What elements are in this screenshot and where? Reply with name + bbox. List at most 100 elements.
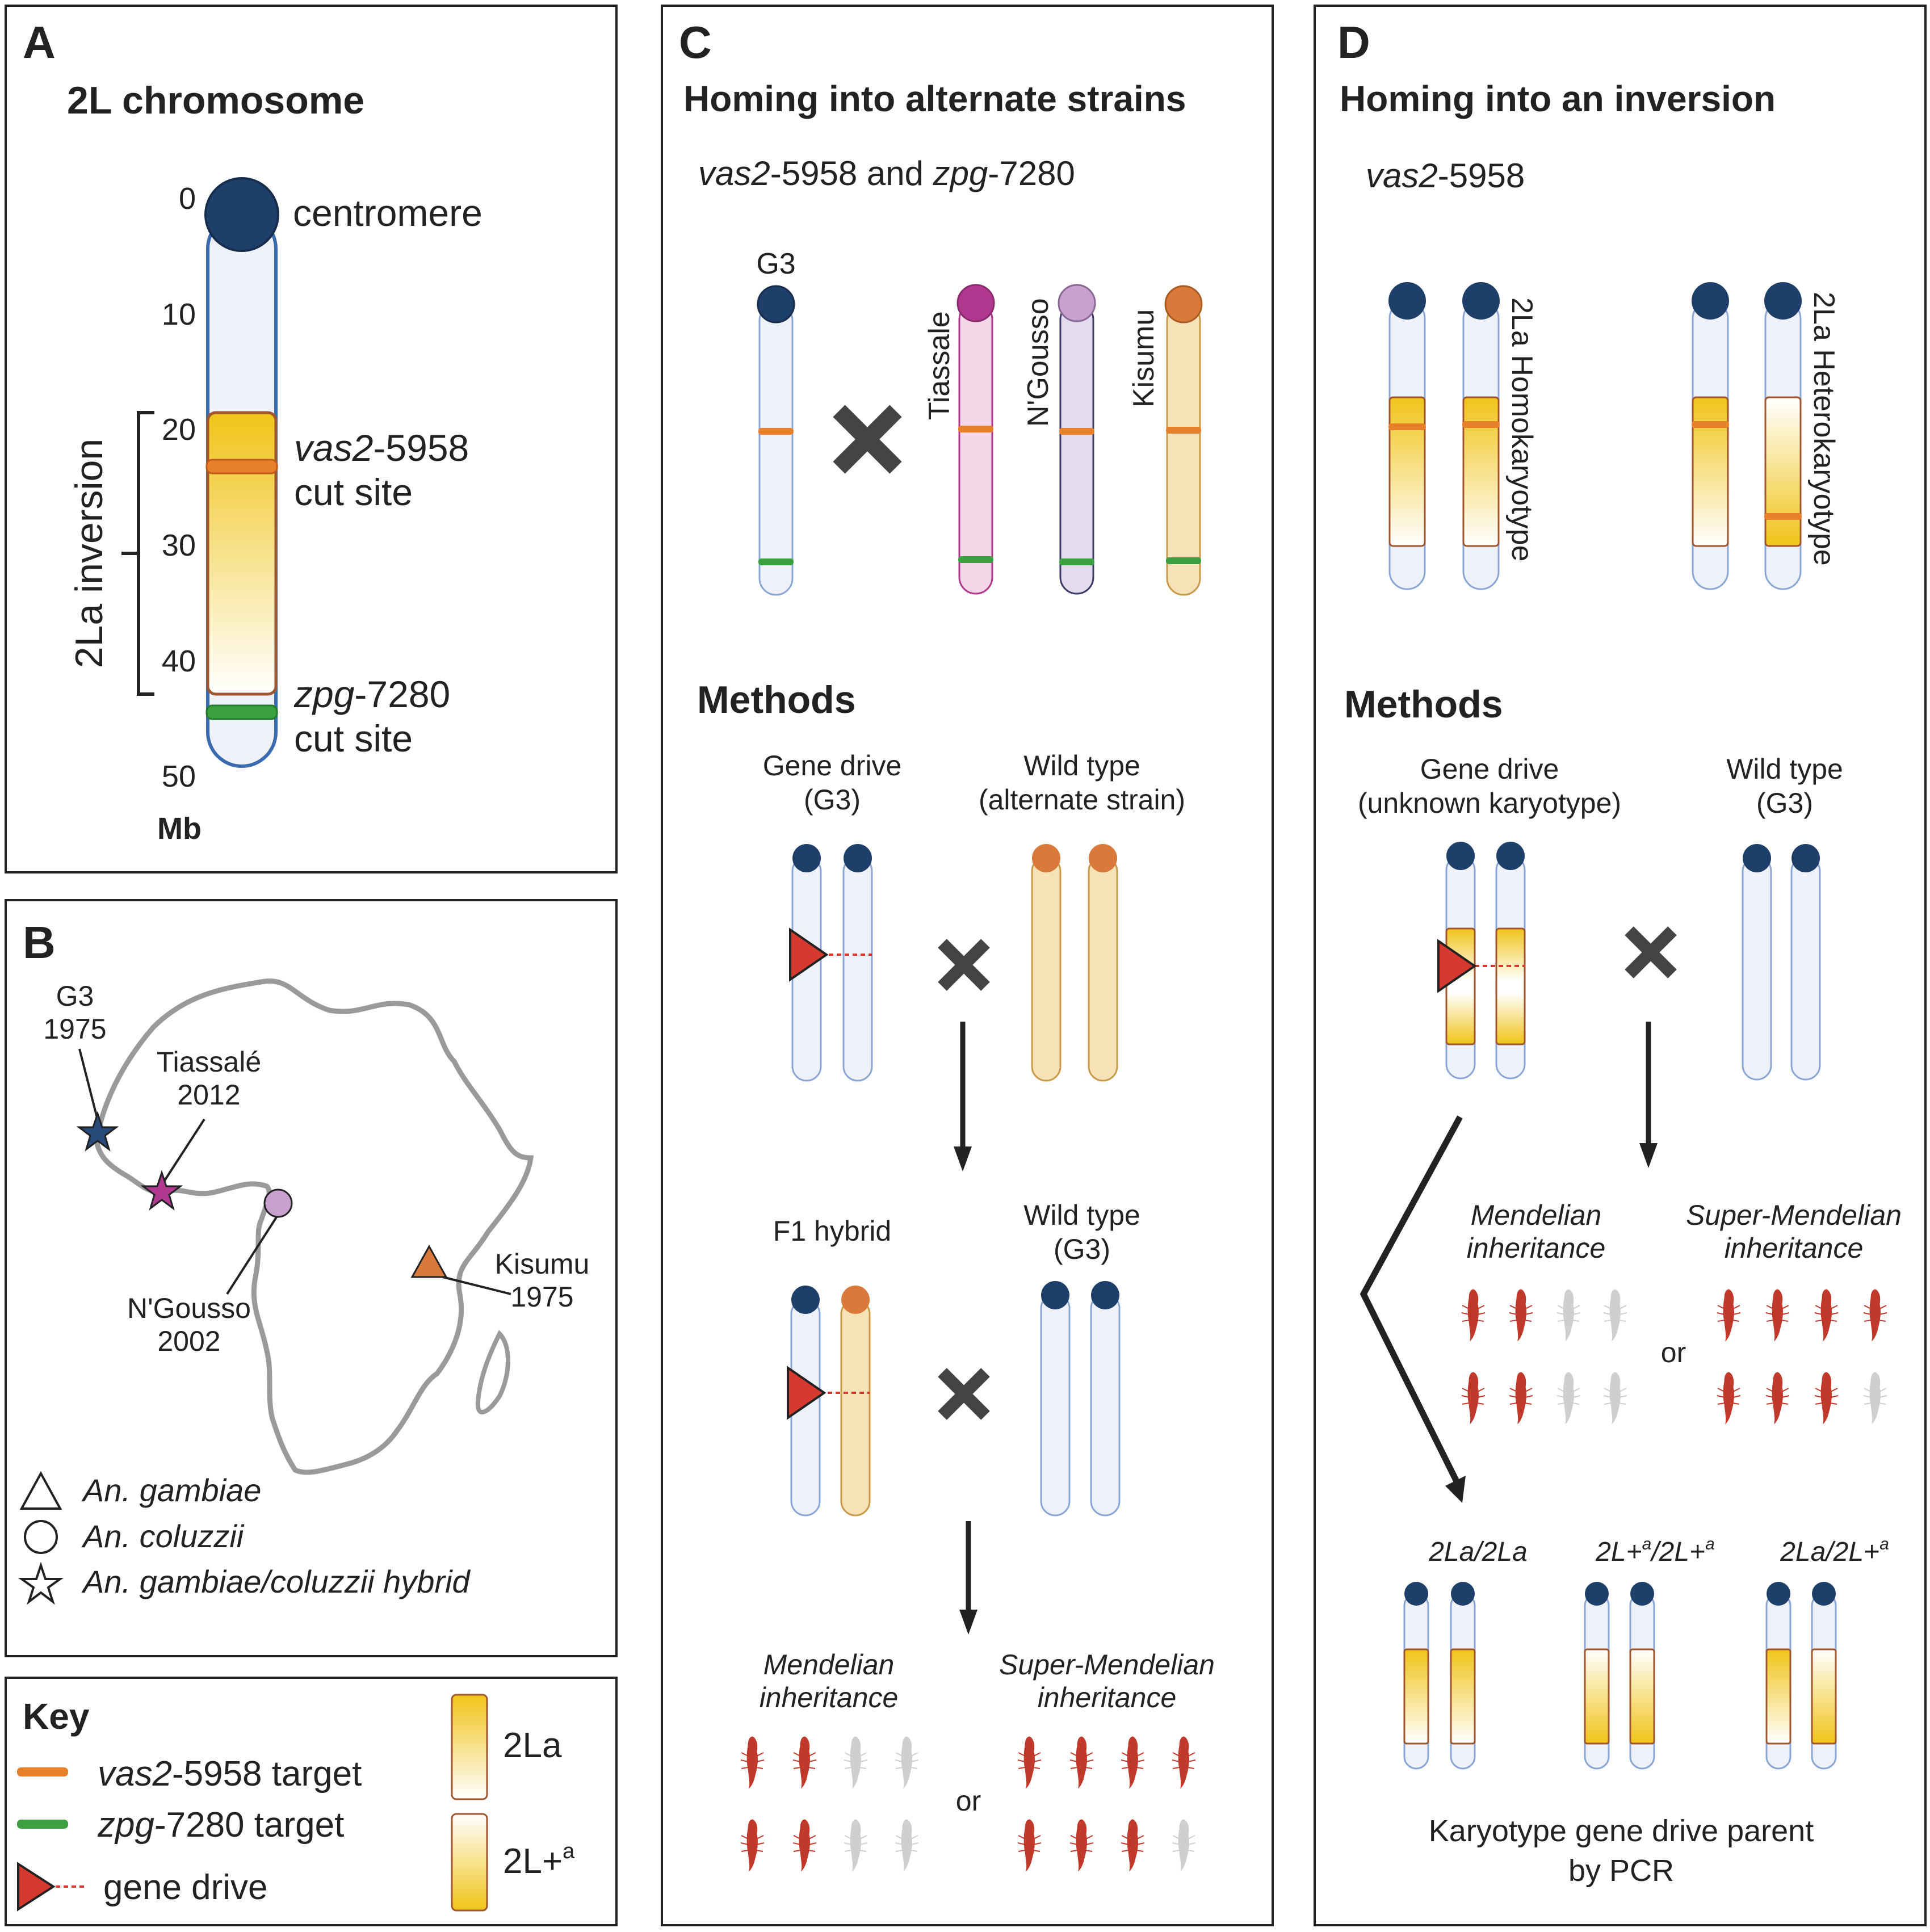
d-hetero-vas2-band <box>1764 513 1802 520</box>
d-super-mendelian-larvae <box>1717 1289 1887 1424</box>
d-homo-centromere-icon <box>1462 282 1500 320</box>
strain-ngousso-label: N'Gousso <box>1022 298 1055 427</box>
larva-grey-icon <box>1863 1372 1887 1424</box>
c-mendelian-2: inheritance <box>760 1682 899 1713</box>
d-homokaryotype-label: 2La Homokaryotype <box>1505 297 1538 561</box>
site-g3-star-icon <box>76 1111 119 1152</box>
d-mendelian-larvae <box>1461 1289 1627 1424</box>
d-karyotype-2la-2la: 2La/2La <box>1428 1537 1528 1567</box>
panel-c-subtitle: vas2-5958 and zpg-7280 <box>698 154 1075 192</box>
d-gene-drive-karyotype: (unknown karyotype) <box>1358 787 1621 819</box>
inversion-bracket <box>121 411 154 696</box>
panel-b-letter: B <box>23 917 56 968</box>
larva-grey-icon <box>895 1819 919 1871</box>
tick-label: 40 <box>162 644 196 678</box>
key-gene-drive-label: gene drive <box>103 1868 268 1907</box>
d-homo-inversion <box>1462 396 1500 547</box>
c-f1-chromosome-2 <box>840 1299 871 1517</box>
legend-an-gambiae: An. gambiae <box>81 1472 261 1508</box>
larva-red-icon <box>740 1819 765 1871</box>
larva-red-icon <box>1017 1736 1042 1788</box>
strain-kisumu-centromere-icon <box>1164 285 1203 324</box>
key-2la-swatch <box>451 1694 488 1800</box>
strain-ngousso-zpg-band <box>1059 558 1094 565</box>
site-ngousso-pointer <box>226 1213 279 1295</box>
panel-c: C Homing into alternate strains vas2-595… <box>661 5 1274 1926</box>
tick-label: 0 <box>179 182 196 216</box>
site-kisumu-name: Kisumu <box>495 1248 590 1280</box>
strain-tiassale-label: Tiassale <box>923 311 956 420</box>
strain-tiassale-centromere-icon <box>956 284 995 322</box>
d-hetero-standard <box>1764 396 1802 547</box>
larva-red-icon <box>1717 1289 1741 1341</box>
key-2lstd-label: 2L+a <box>503 1839 575 1881</box>
larva-red-icon <box>792 1819 817 1871</box>
strain-kisumu-chromosome <box>1166 303 1201 596</box>
vas2-cut-site-text: cut site <box>294 471 413 513</box>
d-gd-centromere-icon <box>1446 842 1475 870</box>
larva-red-icon <box>1509 1372 1533 1424</box>
c-or: or <box>956 1785 981 1817</box>
larva-grey-icon <box>1172 1819 1196 1871</box>
strain-g3-vas2-band <box>758 428 794 435</box>
site-g3-year: 1975 <box>43 1013 106 1045</box>
d-k1-centromere-icon <box>1404 1582 1428 1606</box>
d-k3-standard <box>1811 1648 1837 1745</box>
inversion-label: 2La inversion <box>68 439 111 668</box>
d-heterokaryotype-label: 2La Heterokaryotype <box>1807 292 1840 566</box>
c-f1-gene-drive-icon <box>787 1366 826 1420</box>
key-zpg-swatch <box>17 1820 68 1829</box>
d-homo-centromere-icon <box>1388 282 1426 320</box>
legend-hybrid: An. gambiae/coluzzii hybrid <box>81 1564 471 1599</box>
c-wt2-label: Wild type <box>1023 1199 1140 1231</box>
d-karyotype-2la-std: 2La/2L+a <box>1780 1535 1889 1567</box>
larva-grey-icon <box>844 1736 868 1788</box>
strain-kisumu-vas2-band <box>1166 427 1201 434</box>
key-frame <box>5 1677 618 1926</box>
bent-arrow-icon <box>1360 1115 1466 1503</box>
legend-circle-icon <box>24 1520 58 1554</box>
larva-grey-icon <box>1556 1289 1581 1341</box>
d-homo-vas2-band <box>1462 421 1500 428</box>
larva-red-icon <box>1069 1819 1094 1871</box>
key-vas2-label: vas2-5958 target <box>98 1754 362 1794</box>
panel-c-title: Homing into alternate strains <box>683 78 1186 119</box>
d-k3-inversion <box>1765 1648 1791 1745</box>
d-or: or <box>1661 1337 1686 1368</box>
d-wt-chromosome-2 <box>1790 856 1821 1081</box>
panel-d: D Homing into an inversion vas2-5958 2La… <box>1314 5 1927 1926</box>
c-f1-centromere-icon <box>791 1286 820 1314</box>
d-karyotype-std-std: 2L+a/2L+a <box>1595 1535 1715 1567</box>
c-gene-drive-icon <box>789 927 829 982</box>
centromere-icon <box>204 177 279 252</box>
legend-star-icon <box>18 1561 64 1605</box>
centromere-label: centromere <box>293 192 482 234</box>
d-karyotype-2la-2la-chromosomes <box>1403 1582 1476 1770</box>
c-mendelian-1: Mendelian <box>763 1649 895 1681</box>
c-mendelian-larvae <box>740 1736 919 1871</box>
c-g3-centromere-icon <box>1091 1281 1119 1309</box>
panel-c-methods: Methods <box>697 678 856 721</box>
site-tiassale-star-icon <box>140 1170 183 1211</box>
d-gd-unknown-region <box>1445 927 1476 1045</box>
d-hetero-centromere-icon <box>1764 282 1802 320</box>
d-wt-centromere-icon <box>1743 844 1771 872</box>
larva-red-icon <box>1069 1736 1094 1788</box>
d-wt-chromosome-1 <box>1742 856 1772 1081</box>
strain-ngousso-centromere-icon <box>1058 284 1096 322</box>
zpg-cut-site-text: cut site <box>294 717 413 759</box>
d-hetero-centromere-icon <box>1692 282 1729 320</box>
cross-icon <box>1625 926 1677 978</box>
site-tiassale-year: 2012 <box>177 1079 240 1111</box>
larva-red-icon <box>1765 1372 1790 1424</box>
d-karyotype-2la-std-chromosomes <box>1765 1582 1837 1770</box>
c-super-mendelian-1: Super-Mendelian <box>999 1649 1215 1681</box>
unit-label: Mb <box>157 812 202 846</box>
d-hetero-inversion <box>1692 396 1729 547</box>
d-gene-drive-icon <box>1437 939 1477 993</box>
tick-label: 10 <box>162 297 196 331</box>
africa-map-outline <box>94 978 534 1475</box>
panel-d-methods: Methods <box>1344 683 1503 726</box>
panel-c-frame <box>661 5 1274 1926</box>
tick-label: 50 <box>162 759 196 793</box>
